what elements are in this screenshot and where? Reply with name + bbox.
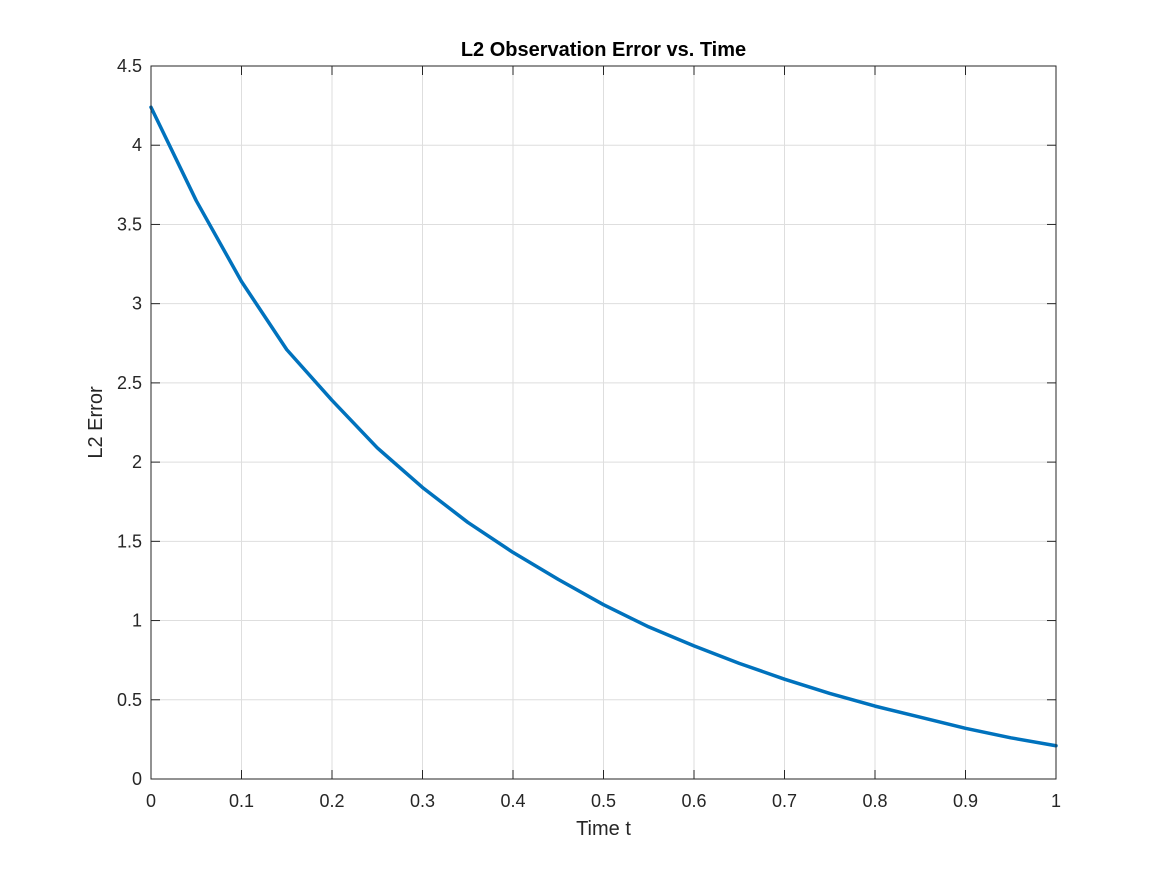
y-tick-label: 0	[132, 769, 142, 789]
chart-title: L2 Observation Error vs. Time	[461, 39, 746, 61]
y-tick-label: 3	[132, 294, 142, 314]
y-tick-label: 4.5	[117, 56, 142, 76]
ticks	[150, 65, 1057, 780]
x-tick-label: 0.9	[953, 791, 978, 811]
series-line	[149, 105, 1058, 748]
x-tick-label: 0.1	[229, 791, 254, 811]
x-tick-label: 1	[1051, 791, 1061, 811]
x-tick-label: 0	[146, 791, 156, 811]
x-tick-label: 0.4	[500, 791, 525, 811]
y-tick-label: 2	[132, 452, 142, 472]
x-tick-label: 0.3	[410, 791, 435, 811]
y-tick-label: 1	[132, 611, 142, 631]
series-group	[149, 105, 1058, 748]
y-tick-labels: 0 0.5 1 1.5 2 2.5 3 3.5 4 4.5	[117, 56, 142, 789]
y-tick-label: 0.5	[117, 690, 142, 710]
x-tick-label: 0.2	[319, 791, 344, 811]
x-tick-label: 0.7	[772, 791, 797, 811]
x-tick-label: 0.6	[681, 791, 706, 811]
y-tick-label: 4	[132, 135, 142, 155]
x-tick-label: 0.5	[591, 791, 616, 811]
x-tick-labels: 0 0.1 0.2 0.3 0.4 0.5 0.6 0.7 0.8 0.9 1	[146, 791, 1061, 811]
y-tick-label: 2.5	[117, 373, 142, 393]
x-tick-label: 0.8	[862, 791, 887, 811]
x-axis-label: Time t	[576, 818, 631, 840]
y-axis-label: L2 Error	[85, 386, 107, 459]
y-tick-label: 3.5	[117, 214, 142, 234]
y-tick-label: 1.5	[117, 531, 142, 551]
